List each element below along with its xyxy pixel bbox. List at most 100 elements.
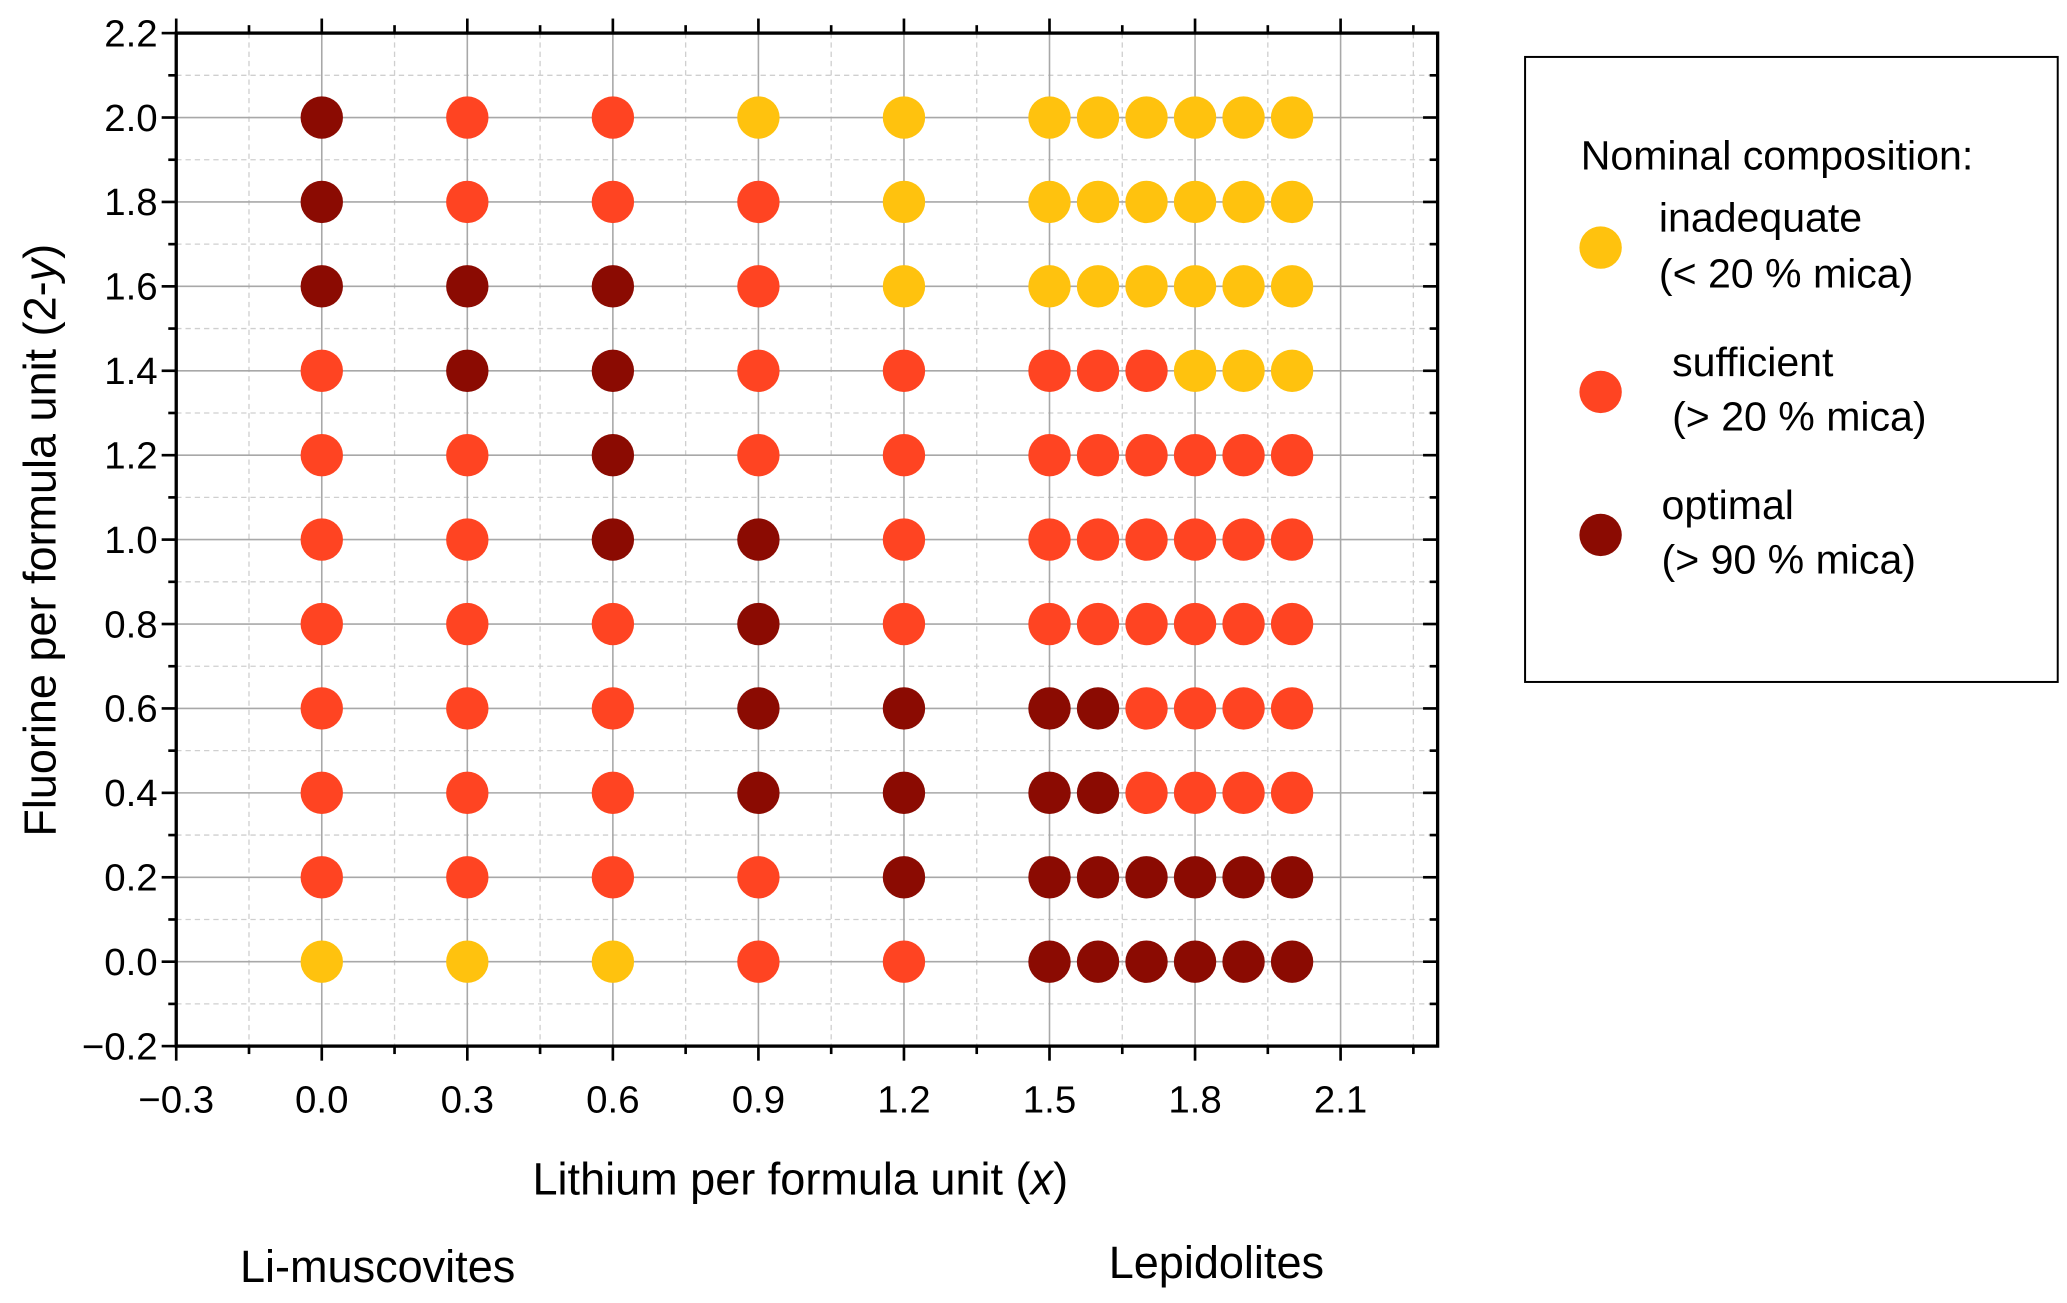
y-tick-label: 0.8 bbox=[104, 603, 157, 646]
y-tick-label: 1.0 bbox=[104, 519, 157, 562]
data-point bbox=[1125, 518, 1168, 561]
data-point bbox=[1222, 771, 1265, 815]
data-point bbox=[1125, 180, 1168, 224]
data-point bbox=[1222, 96, 1265, 139]
data-point bbox=[1125, 856, 1168, 899]
data-point bbox=[1028, 602, 1071, 646]
data-point bbox=[300, 687, 343, 730]
data-point bbox=[1028, 518, 1071, 561]
data-point bbox=[1076, 434, 1120, 477]
data-point bbox=[1028, 180, 1071, 224]
data-point bbox=[737, 265, 780, 308]
data-point bbox=[1076, 856, 1120, 899]
legend: Nominal composition: inadequate (< 20 % … bbox=[1524, 55, 2059, 683]
data-point bbox=[1173, 434, 1217, 477]
data-point bbox=[882, 771, 926, 815]
legend-marker-optimal bbox=[1579, 513, 1622, 557]
data-point bbox=[591, 518, 635, 561]
x-tick-label: 0.6 bbox=[586, 1078, 639, 1121]
x-tick-label: 1.8 bbox=[1168, 1078, 1221, 1121]
x-tick-label: 0.0 bbox=[295, 1078, 348, 1121]
data-point bbox=[737, 940, 780, 983]
y-tick-label: 0.6 bbox=[104, 688, 157, 731]
legend-item-sufficient: sufficient (> 20 % mica) bbox=[1579, 339, 1927, 439]
legend-item-inadequate: inadequate (< 20 % mica) bbox=[1579, 195, 1913, 296]
data-point bbox=[1076, 265, 1120, 308]
data-point bbox=[1270, 96, 1314, 139]
data-point bbox=[1173, 518, 1217, 561]
data-point bbox=[591, 687, 635, 730]
data-point bbox=[591, 180, 635, 224]
y-tick-label: −0.2 bbox=[82, 1025, 158, 1068]
legend-label: optimal bbox=[1662, 482, 1794, 528]
y-tick-label: 1.2 bbox=[104, 434, 157, 477]
data-point bbox=[1076, 771, 1120, 815]
y-axis-label: Fluorine per formula unit (2-y) bbox=[15, 244, 66, 837]
data-point bbox=[300, 518, 343, 561]
data-point bbox=[591, 856, 635, 899]
data-point bbox=[882, 349, 926, 392]
data-point bbox=[737, 602, 780, 646]
data-point bbox=[446, 265, 489, 308]
data-point bbox=[737, 856, 780, 899]
annotation-li-muscovites: Li-muscovites bbox=[240, 1241, 515, 1292]
data-point bbox=[1173, 180, 1217, 224]
data-point bbox=[1270, 180, 1314, 224]
data-point bbox=[300, 349, 343, 392]
data-point bbox=[300, 180, 343, 224]
data-point bbox=[1125, 687, 1168, 730]
legend-sublabel: (> 20 % mica) bbox=[1672, 393, 1926, 439]
data-point bbox=[446, 180, 489, 224]
data-point bbox=[1125, 96, 1168, 139]
data-point bbox=[591, 434, 635, 477]
data-point bbox=[1076, 602, 1120, 646]
data-point bbox=[737, 180, 780, 224]
data-point bbox=[1222, 265, 1265, 308]
annotation-lepidolites: Lepidolites bbox=[1109, 1237, 1324, 1288]
data-point bbox=[1270, 434, 1314, 477]
data-point bbox=[1222, 940, 1265, 983]
data-point bbox=[300, 434, 343, 477]
data-point bbox=[1173, 265, 1217, 308]
data-point bbox=[591, 265, 635, 308]
legend-marker-inadequate bbox=[1579, 226, 1622, 269]
data-point bbox=[591, 771, 635, 815]
data-point bbox=[882, 602, 926, 646]
data-point bbox=[1076, 518, 1120, 561]
data-point bbox=[300, 940, 343, 983]
x-tick-label: 2.1 bbox=[1314, 1078, 1367, 1121]
data-point bbox=[1173, 940, 1217, 983]
data-point bbox=[1028, 434, 1071, 477]
x-tick-label: 0.9 bbox=[732, 1078, 785, 1121]
data-point bbox=[446, 602, 489, 646]
data-point bbox=[1222, 856, 1265, 899]
data-point bbox=[300, 771, 343, 815]
data-point bbox=[1028, 265, 1071, 308]
y-tick-label: 1.4 bbox=[104, 350, 157, 393]
data-point bbox=[1270, 940, 1314, 983]
data-point bbox=[1076, 687, 1120, 730]
x-tick-label: −0.3 bbox=[138, 1078, 214, 1121]
y-tick-label: 2.2 bbox=[104, 12, 157, 55]
data-point bbox=[882, 856, 926, 899]
data-point bbox=[446, 856, 489, 899]
data-point bbox=[882, 265, 926, 308]
data-point bbox=[1076, 180, 1120, 224]
data-point bbox=[737, 771, 780, 815]
data-point bbox=[446, 349, 489, 392]
data-point bbox=[1028, 349, 1071, 392]
data-point bbox=[737, 687, 780, 730]
data-point bbox=[1270, 687, 1314, 730]
legend-label: inadequate bbox=[1659, 195, 1862, 241]
data-point bbox=[591, 349, 635, 392]
legend-sublabel: (> 90 % mica) bbox=[1662, 536, 1916, 582]
data-point bbox=[1173, 349, 1217, 392]
data-point bbox=[1028, 687, 1071, 730]
data-point bbox=[882, 687, 926, 730]
data-point bbox=[737, 96, 780, 139]
data-point bbox=[737, 349, 780, 392]
data-point bbox=[446, 687, 489, 730]
data-point bbox=[882, 940, 926, 983]
